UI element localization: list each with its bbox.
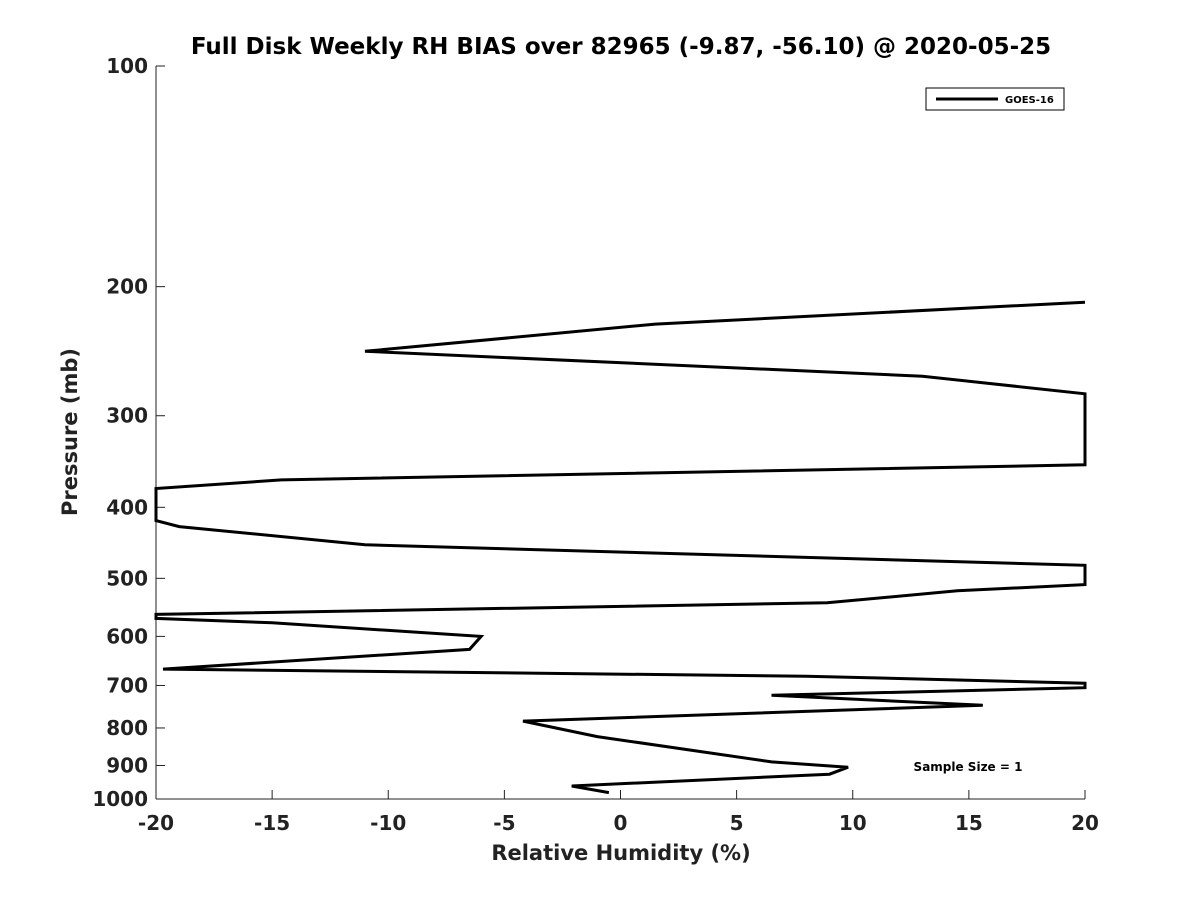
x-tick-label: 0 [614, 811, 628, 835]
y-axis-label: Pressure (mb) [58, 348, 82, 516]
y-tick-label: 500 [106, 566, 148, 590]
y-tick-label: 300 [106, 404, 148, 428]
series-line-goes-16 [154, 300, 1087, 795]
y-tick-label: 600 [106, 624, 148, 648]
x-tick-label: 5 [730, 811, 744, 835]
series-layer [154, 300, 1087, 795]
y-tick-label: 900 [106, 753, 148, 777]
y-ticks: 100 200 300 400 500 600 700 800 900 1000 [92, 54, 165, 811]
x-tick-label: 15 [955, 811, 983, 835]
y-tick-label: 200 [106, 275, 148, 299]
sample-size-annotation: Sample Size = 1 [914, 760, 1023, 774]
x-tick-label: -20 [138, 811, 174, 835]
x-tick-label: -15 [254, 811, 290, 835]
y-tick-label: 1000 [92, 787, 148, 811]
y-tick-label: 100 [106, 54, 148, 78]
x-ticks: -20 -15 -10 -5 0 5 10 15 20 [138, 790, 1099, 835]
legend-label: GOES-16 [1005, 95, 1054, 106]
x-tick-label: 20 [1071, 811, 1099, 835]
legend: GOES-16 [925, 87, 1065, 111]
x-tick-label: 10 [839, 811, 867, 835]
x-tick-label: -10 [370, 811, 406, 835]
y-tick-label: 800 [106, 716, 148, 740]
x-axis-label: Relative Humidity (%) [491, 841, 750, 865]
y-tick-label: 400 [106, 495, 148, 519]
chart-title: Full Disk Weekly RH BIAS over 82965 (-9.… [191, 34, 1051, 60]
y-tick-label: 700 [106, 673, 148, 697]
x-tick-label: -5 [493, 811, 515, 835]
